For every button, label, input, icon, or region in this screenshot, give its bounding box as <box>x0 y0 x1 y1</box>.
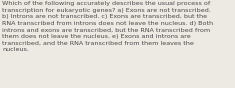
Text: Which of the following accurately describes the usual process of
transcription f: Which of the following accurately descri… <box>2 1 213 52</box>
